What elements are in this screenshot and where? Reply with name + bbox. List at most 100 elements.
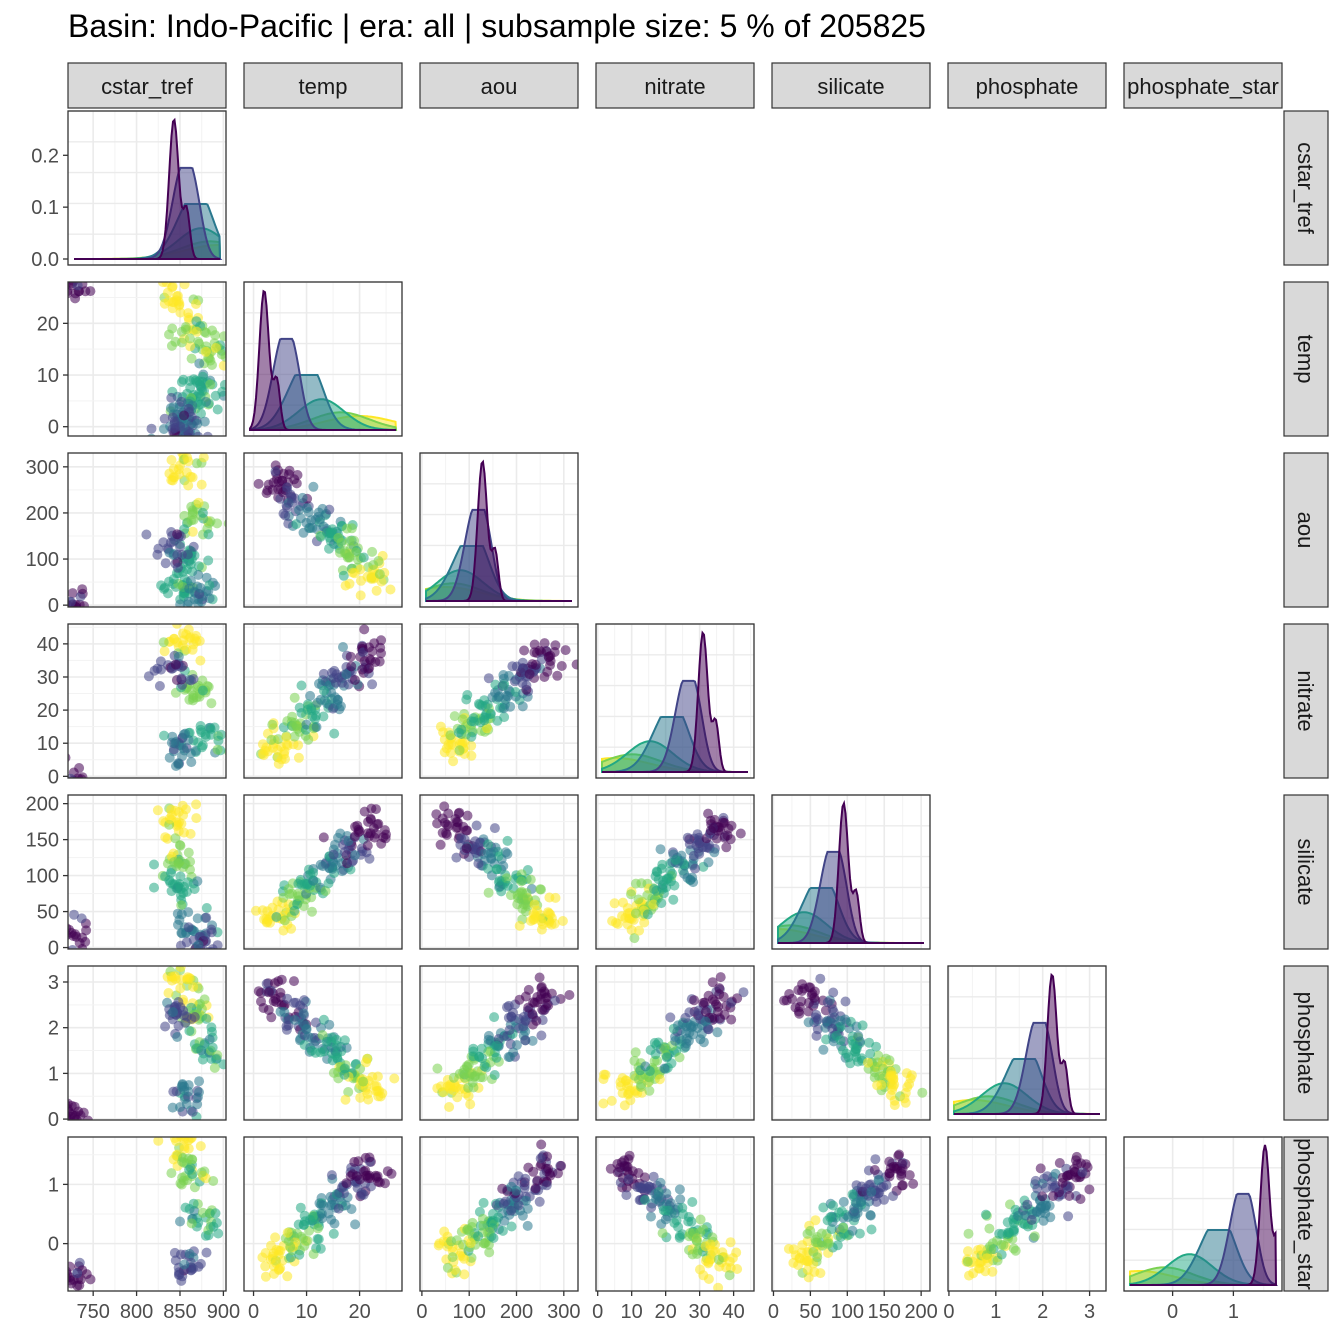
x-tick-label-nitrate: 0 — [592, 1301, 603, 1323]
scatter-point — [1035, 1203, 1046, 1214]
scatter-point — [191, 813, 202, 824]
scatter-point — [837, 1045, 848, 1056]
scatter-point — [199, 1039, 210, 1050]
scatter-point — [184, 633, 195, 644]
scatter-point — [732, 993, 743, 1004]
scatter-point — [259, 914, 270, 925]
scatter-point — [498, 703, 509, 714]
x-tick-label-cstar_tref: 850 — [163, 1301, 196, 1323]
panel-border — [243, 452, 403, 608]
scatter-point — [176, 909, 187, 920]
scatter-point — [303, 1031, 314, 1042]
scatter-point — [513, 1200, 524, 1211]
panel-phosphate_star-vs-phosphate_star — [1123, 1136, 1283, 1292]
scatter-point — [847, 1225, 858, 1236]
scatter-point — [193, 1261, 204, 1272]
scatter-point — [192, 418, 203, 429]
strip-label-right-cstar_tref: cstar_tref — [1293, 142, 1318, 235]
scatter-point — [863, 1057, 873, 1068]
scatter-point — [986, 1244, 997, 1255]
scatter-point — [335, 828, 346, 839]
scatter-point — [83, 282, 89, 283]
scatter-point — [183, 480, 194, 491]
scatter-point — [294, 505, 305, 515]
scatter-point — [489, 1070, 500, 1080]
scatter-point — [324, 543, 334, 554]
scatter-point — [186, 353, 197, 364]
scatter-point — [364, 642, 374, 653]
scatter-point — [489, 823, 500, 834]
scatter-point — [281, 732, 292, 743]
scatter-point — [295, 1000, 306, 1011]
scatter-point — [802, 1236, 813, 1247]
scatter-point — [620, 1075, 631, 1086]
scatter-point — [483, 1034, 494, 1045]
scatter-point — [332, 1190, 343, 1200]
scatter-point — [195, 655, 206, 666]
scatter-point — [349, 568, 360, 579]
scatter-point — [68, 773, 76, 778]
scatter-point — [386, 1168, 397, 1179]
panel-marks — [74, 117, 223, 260]
scatter-point — [838, 1196, 849, 1207]
scatter-point — [175, 421, 186, 432]
scatter-point — [660, 1214, 671, 1225]
scatter-point — [308, 1249, 319, 1260]
scatter-point — [871, 1196, 882, 1207]
scatter-point — [184, 333, 195, 344]
scatter-point — [192, 876, 203, 887]
scatter-point — [545, 650, 556, 661]
scatter-point — [196, 479, 207, 490]
y-tick-label-phosphate: 2 — [48, 1018, 59, 1040]
scatter-point — [275, 1263, 286, 1274]
scatter-point — [186, 757, 197, 768]
density-curve-group-6 — [74, 117, 220, 260]
scatter-point — [458, 1067, 469, 1078]
scatter-point — [324, 1019, 335, 1030]
scatter-point — [159, 413, 170, 424]
scatter-point — [262, 485, 273, 496]
scatter-point — [458, 1239, 468, 1250]
scatter-point — [377, 1088, 388, 1099]
scatter-point — [53, 272, 63, 282]
scatter-point — [190, 610, 200, 620]
strip-label-top-cstar_tref: cstar_tref — [101, 74, 194, 99]
scatter-point — [522, 1203, 533, 1214]
scatter-point — [312, 1223, 323, 1234]
scatter-point — [838, 1222, 849, 1233]
scatter-point — [191, 1043, 202, 1054]
scatter-point — [810, 1237, 821, 1248]
scatter-point — [539, 638, 550, 649]
scatter-point — [275, 987, 286, 998]
scatter-point — [175, 1178, 186, 1189]
scatter-point — [452, 1092, 463, 1103]
scatter-point — [1077, 1167, 1088, 1178]
panel-marks — [783, 1149, 919, 1283]
y-tick-label-cstar_tref: 0.2 — [31, 145, 59, 167]
scatter-point — [52, 1258, 62, 1268]
scatter-point — [179, 1259, 190, 1270]
scatter-point — [68, 927, 77, 938]
scatter-point — [467, 1077, 478, 1088]
scatter-point — [189, 1206, 200, 1216]
scatter-point — [52, 293, 62, 303]
scatter-point — [192, 1099, 203, 1110]
scatter-point — [541, 1180, 552, 1191]
scatter-point — [58, 772, 68, 782]
panel-marks — [601, 630, 748, 773]
scatter-point — [201, 903, 212, 913]
scatter-point — [963, 1228, 974, 1239]
scatter-point — [506, 1221, 517, 1232]
scatter-point — [183, 426, 194, 436]
scatter-point — [183, 1080, 194, 1091]
scatter-point — [184, 973, 195, 984]
scatter-point — [163, 296, 174, 307]
x-tick-label-temp: 10 — [295, 1301, 317, 1323]
scatter-point — [655, 844, 666, 855]
scatter-point — [462, 810, 473, 821]
scatter-point — [57, 927, 67, 937]
scatter-point — [870, 1154, 881, 1165]
scatter-point — [607, 916, 618, 926]
scatter-point — [146, 423, 157, 434]
scatter-point — [367, 679, 378, 690]
